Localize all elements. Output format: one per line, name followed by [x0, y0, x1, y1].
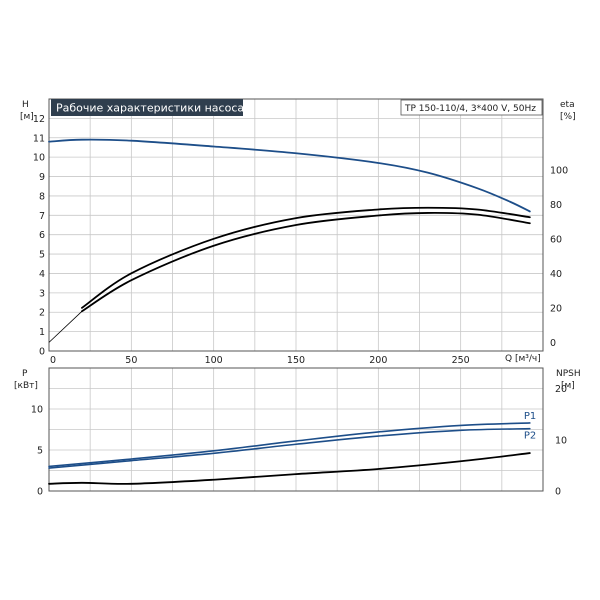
top-series — [48, 138, 531, 343]
chart-title: Рабочие характеристики насоса — [56, 102, 244, 115]
legend-label-p1: P1 — [524, 411, 536, 422]
h-tick-label: 3 — [39, 288, 45, 299]
q-tick-label: 100 — [205, 355, 223, 366]
eta-tick-label: 80 — [550, 200, 562, 211]
npsh-tick-label: 0 — [555, 487, 561, 498]
npsh-axis-unit: [м] — [561, 381, 575, 391]
info-box — [400, 99, 543, 116]
h-axis-unit: [м] — [20, 112, 34, 122]
series-line-eta-1 — [81, 211, 531, 313]
legend-label-p2: P2 — [524, 431, 536, 442]
h-tick-label: 11 — [33, 133, 45, 144]
h-tick-label: 0 — [39, 347, 45, 358]
npsh-tick-label: 10 — [555, 435, 567, 446]
npsh-tick-label: 20 — [555, 384, 567, 395]
eta-axis-label: eta — [560, 100, 575, 110]
title-box — [51, 99, 243, 116]
series-line-p2 — [48, 427, 531, 469]
series-line-h — [48, 138, 531, 213]
eta-tick-label: 60 — [550, 234, 562, 245]
eta-tick-label: 100 — [550, 165, 568, 176]
p-tick-label: 10 — [31, 405, 43, 416]
q-tick-label: 250 — [452, 355, 470, 366]
q-tick-label: 0 — [50, 355, 56, 366]
h-tick-label: 2 — [39, 308, 45, 319]
eta-tick-label: 0 — [550, 338, 556, 349]
h-tick-label: 9 — [39, 172, 45, 183]
p-tick-label: 5 — [37, 446, 43, 457]
h-tick-label: 10 — [33, 153, 45, 164]
q-axis-label: Q [м³/ч] — [505, 354, 541, 364]
q-tick-label: 50 — [125, 355, 137, 366]
h-tick-label: 4 — [39, 269, 45, 280]
h-tick-label: 8 — [39, 191, 45, 202]
bottom-grid — [49, 368, 543, 491]
eta-tick-label: 20 — [550, 303, 562, 314]
eta-axis-unit: [%] — [560, 112, 576, 122]
p-tick-label: 0 — [37, 487, 43, 498]
p-axis-unit: [кВт] — [14, 381, 38, 391]
h-axis-label: H — [22, 100, 29, 110]
top-frame — [48, 98, 544, 352]
bottom-frame — [48, 367, 544, 492]
series-line-npsh — [48, 452, 531, 485]
bottom-ticks: 0 5 10 0 10 20 — [31, 384, 567, 498]
pump-info: TP 150-110/4, 3*400 V, 50Hz — [404, 104, 536, 114]
series-line-eta-2 — [81, 206, 531, 309]
h-tick-label: 1 — [39, 327, 45, 338]
top-grid — [49, 99, 543, 351]
eta-tick-label: 40 — [550, 269, 562, 280]
h-tick-label: 7 — [39, 211, 45, 222]
h-tick-label: 5 — [39, 250, 45, 261]
bottom-series: P1 P2 — [48, 411, 536, 485]
eta-lead-in-line — [48, 311, 83, 343]
h-tick-label: 12 — [33, 114, 45, 125]
series-line-p1 — [48, 422, 531, 468]
q-tick-label: 200 — [369, 355, 387, 366]
npsh-axis-label: NPSH — [556, 369, 581, 379]
q-tick-label: 150 — [287, 355, 305, 366]
p-axis-label: P — [22, 369, 28, 379]
h-tick-label: 6 — [39, 230, 45, 241]
